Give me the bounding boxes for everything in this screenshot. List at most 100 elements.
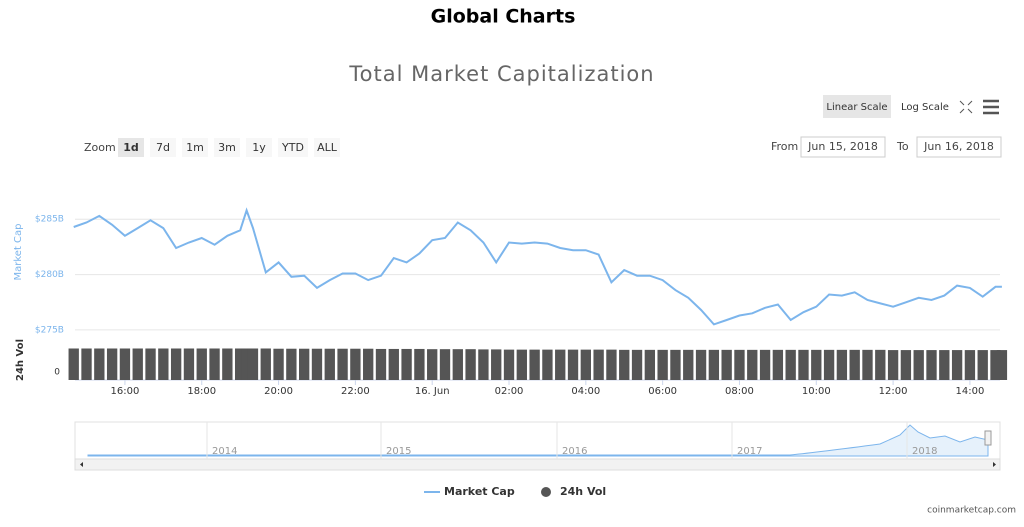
- linear-scale-button[interactable]: [823, 95, 891, 118]
- y-tick-label: $285B: [35, 215, 64, 225]
- volume-bar: [529, 349, 540, 380]
- volume-bar: [990, 350, 1001, 380]
- volume-bar: [119, 348, 131, 380]
- y-tick-label: $275B: [35, 325, 64, 335]
- volume-bar: [363, 348, 374, 380]
- volume-bar: [170, 348, 182, 380]
- volume-bar: [798, 349, 809, 380]
- volume-bar: [785, 349, 796, 380]
- volume-bar: [503, 349, 515, 380]
- volume-bar: [94, 348, 105, 380]
- volume-bar: [606, 349, 617, 380]
- volume-bar: [593, 349, 604, 380]
- navigator-series: [87, 424, 989, 457]
- volume-bar: [491, 349, 502, 380]
- legend-symbol[interactable]: [541, 487, 551, 497]
- volume-bar: [439, 349, 451, 380]
- volume-bar: [299, 348, 310, 380]
- legend-label[interactable]: Market Cap: [444, 485, 515, 498]
- volume-bar: [145, 348, 156, 380]
- x-tick-label: 02:00: [495, 386, 524, 397]
- y2-axis-label: 24h Vol: [15, 339, 26, 381]
- volume-bar: [862, 349, 873, 380]
- volume-bar: [939, 350, 950, 380]
- fullscreen-icon[interactable]: [959, 100, 973, 114]
- volume-bar: [708, 349, 720, 380]
- volume-bar: [478, 349, 489, 380]
- from-label: From: [771, 140, 798, 153]
- zoom-button-label: 3m: [218, 141, 236, 154]
- volume-bar: [951, 350, 963, 380]
- volume-bar: [273, 348, 284, 380]
- zoom-button[interactable]: [214, 138, 240, 157]
- volume-bar: [811, 349, 822, 380]
- navigator-scrollbar[interactable]: [74, 458, 1001, 471]
- y2-tick-label: 0: [54, 368, 60, 378]
- zoom-button-label: 7d: [156, 141, 170, 154]
- chart-title: Total Market Capitalization: [348, 62, 654, 86]
- volume-bar: [427, 349, 438, 380]
- volume-bar: [619, 349, 630, 380]
- volume-bar: [875, 349, 886, 380]
- volume-bar: [695, 349, 707, 380]
- x-tick-label: 16. Jun: [415, 386, 450, 397]
- volume-bar: [631, 349, 643, 380]
- navigator-label: 2017: [737, 446, 762, 457]
- x-tick-label: 10:00: [802, 386, 831, 397]
- volume-bar: [567, 349, 579, 380]
- navigator-label: 2018: [912, 446, 937, 457]
- page-title: Global Charts: [431, 6, 576, 28]
- volume-bar: [452, 349, 463, 380]
- from-input[interactable]: [800, 136, 886, 158]
- zoom-button[interactable]: [314, 138, 340, 157]
- x-tick-label: 12:00: [879, 386, 908, 397]
- x-tick-label: 06:00: [648, 386, 677, 397]
- zoom-button-label: YTD: [281, 141, 304, 154]
- volume-bar: [260, 348, 271, 380]
- log-scale-label[interactable]: Log Scale: [901, 102, 949, 113]
- navigator-handle[interactable]: [984, 430, 992, 446]
- volume-bar: [516, 349, 527, 380]
- volume-bar: [234, 348, 246, 380]
- zoom-button-label: ALL: [317, 141, 338, 154]
- volume-bar: [311, 348, 323, 380]
- y-tick-label: $280B: [35, 270, 64, 280]
- zoom-button[interactable]: [118, 138, 144, 157]
- volume-bar: [106, 348, 118, 380]
- credit: coinmarketcap.com: [927, 506, 1016, 516]
- x-tick-label: 22:00: [341, 386, 370, 397]
- from-value: Jun 15, 2018: [807, 140, 878, 153]
- volume-bar: [996, 350, 1008, 380]
- volume-bar: [836, 349, 848, 380]
- volume-bar: [657, 349, 668, 380]
- market-cap-line: [73, 207, 1002, 326]
- menu-icon[interactable]: [983, 99, 999, 115]
- volume-bar: [644, 349, 656, 380]
- volume-bar: [772, 349, 784, 380]
- volume-bar: [241, 348, 252, 380]
- to-value: Jun 16, 2018: [923, 140, 994, 153]
- volume-bar: [926, 350, 937, 380]
- to-input[interactable]: [916, 136, 1002, 158]
- volume-bar: [222, 348, 233, 380]
- volume-bar: [542, 349, 553, 380]
- zoom-button[interactable]: [150, 138, 176, 157]
- volume-bar: [555, 349, 566, 380]
- x-tick-label: 04:00: [571, 386, 600, 397]
- x-tick-label: 08:00: [725, 386, 754, 397]
- volume-bar: [823, 349, 835, 380]
- volume-bar: [887, 350, 899, 380]
- zoom-button-label: 1m: [186, 141, 204, 154]
- linear-scale-label: Linear Scale: [826, 102, 887, 113]
- legend-label[interactable]: 24h Vol: [560, 485, 606, 498]
- volume-bar: [247, 348, 259, 380]
- volume-bar: [132, 348, 143, 380]
- zoom-button[interactable]: [182, 138, 208, 157]
- zoom-button-label: 1y: [252, 141, 266, 154]
- volume-bar: [900, 350, 912, 380]
- volume-bar: [913, 350, 924, 380]
- volume-bar: [721, 349, 732, 380]
- zoom-button[interactable]: [246, 138, 272, 157]
- zoom-button[interactable]: [278, 138, 308, 157]
